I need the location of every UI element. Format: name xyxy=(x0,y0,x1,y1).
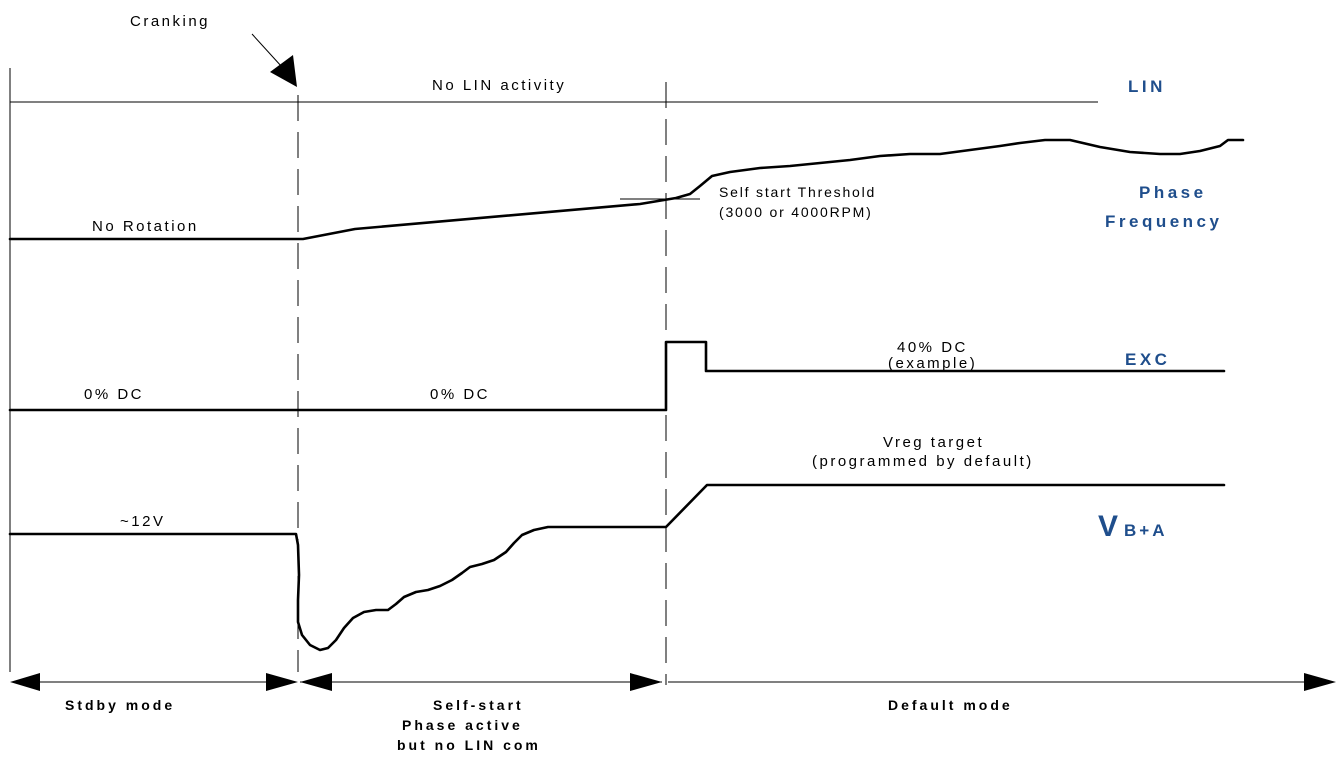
vreg-target-label-line2: (programmed by default) xyxy=(812,453,1034,470)
vba-signal-label-main: V xyxy=(1098,510,1118,543)
exc-dc-stdby-label: 0% DC xyxy=(84,386,144,403)
stdby-mode-arrow-left xyxy=(10,673,40,691)
exc-dc-default-label-line1: 40% DC xyxy=(897,339,968,356)
no-rotation-label: No Rotation xyxy=(92,218,199,235)
exc-signal-label: EXC xyxy=(1125,350,1170,369)
cranking-arrow-head xyxy=(270,55,297,87)
vba-trace xyxy=(8,483,1226,652)
exc-dc-selfstart-label: 0% DC xyxy=(430,386,490,403)
stdby-mode-arrow-right xyxy=(266,673,298,691)
selfstart-mode-label-line3: but no LIN com xyxy=(397,737,541,753)
selfstart-mode-label-line2: Phase active xyxy=(402,717,523,733)
vbat-initial-label: ~12V xyxy=(120,513,165,530)
vba-signal-label-sub: B+A xyxy=(1124,521,1167,540)
default-mode-label: Default mode xyxy=(888,697,1013,713)
default-mode-arrow-right xyxy=(1304,673,1336,691)
lin-signal-label: LIN xyxy=(1128,77,1166,96)
selfstart-mode-label-line1: Self-start xyxy=(433,697,524,713)
vreg-target-label-line1: Vreg target xyxy=(883,434,984,451)
selfstart-mode-arrow-right xyxy=(630,673,662,691)
exc-dc-default-label-line2: (example) xyxy=(888,355,977,372)
phase-frequency-trace xyxy=(8,138,1245,241)
vba-signal-label: V B+A xyxy=(1098,510,1168,543)
no-lin-activity-label: No LIN activity xyxy=(432,77,566,94)
selfstart-mode-arrow-left xyxy=(300,673,332,691)
exc-trace xyxy=(8,340,1226,412)
phase-signal-label-line1: Phase xyxy=(1139,183,1207,202)
stdby-mode-label: Stdby mode xyxy=(65,697,175,713)
phase-signal-label-line2: Frequency xyxy=(1105,212,1222,231)
cranking-arrow-shaft xyxy=(251,33,283,68)
threshold-label-line1: Self start Threshold xyxy=(719,184,876,200)
threshold-label-line2: (3000 or 4000RPM) xyxy=(719,204,873,220)
cranking-label: Cranking xyxy=(130,13,210,30)
